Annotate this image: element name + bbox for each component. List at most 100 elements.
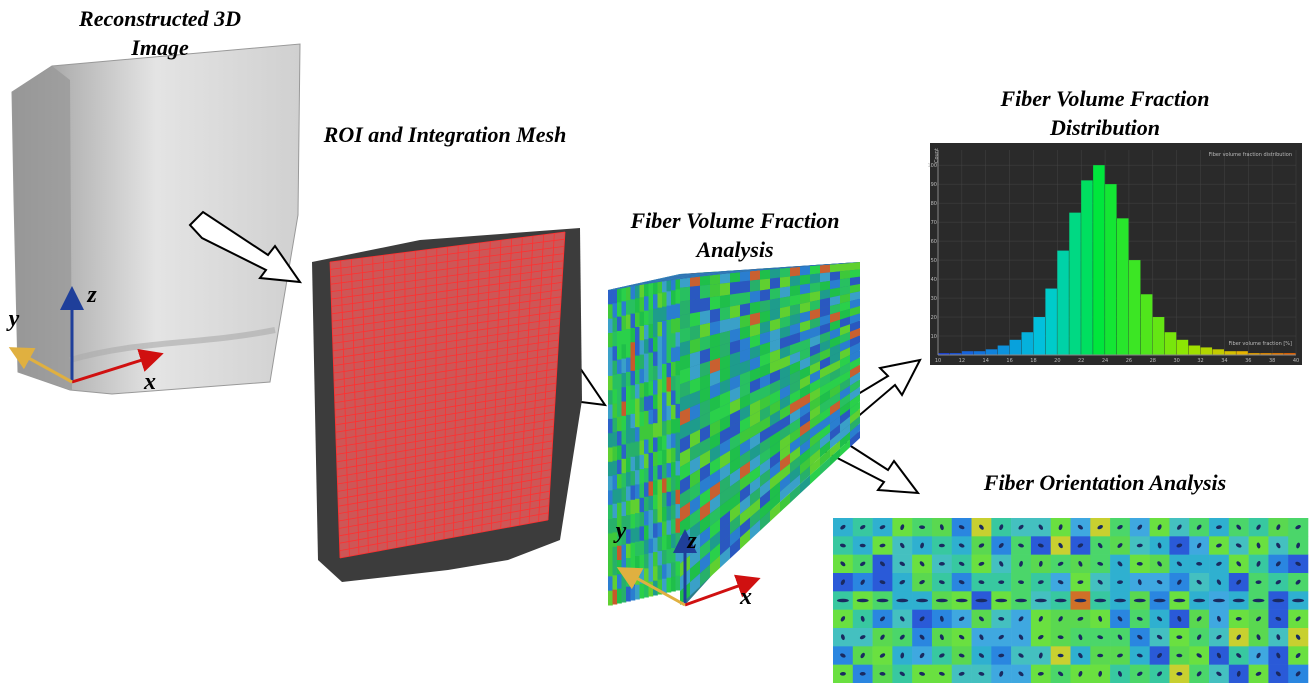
fvf-cell	[658, 451, 663, 466]
fvf-cell	[640, 584, 645, 599]
fvf-cell	[613, 375, 618, 390]
fvf-cell	[613, 432, 618, 447]
fvf-cell	[680, 287, 690, 302]
orientation-glyph	[1233, 599, 1245, 603]
fvf-cell	[676, 461, 681, 476]
fvf-cell	[622, 316, 627, 331]
fvf-cell	[631, 443, 636, 458]
x-tick-label: 38	[1269, 358, 1275, 364]
fvf-cell	[622, 387, 627, 402]
fvf-cell	[676, 433, 681, 448]
fvf-cell	[671, 505, 676, 520]
fvf-cell	[680, 300, 690, 315]
fvf-cell	[671, 434, 676, 449]
fvf-cell	[649, 453, 654, 468]
fvf-cell	[617, 388, 622, 403]
fvf-cell	[608, 333, 613, 348]
fvf-cell	[617, 460, 622, 475]
fvf-cell	[640, 526, 645, 541]
fvf-cell	[644, 425, 649, 440]
fvf-cell	[644, 368, 649, 383]
fvf-cell	[635, 442, 640, 457]
fvf-cell	[635, 327, 640, 342]
fvf-cell	[810, 273, 820, 283]
fvf-cell	[676, 361, 681, 376]
fvf-cell	[640, 541, 645, 556]
orientation-glyph	[1134, 599, 1146, 603]
orientation-glyph	[837, 599, 849, 603]
title-line: Fiber Volume Fraction	[629, 208, 839, 233]
orientation-glyph	[1154, 599, 1166, 603]
fvf-cell	[680, 314, 690, 330]
fvf-cell	[649, 410, 654, 425]
fvf-cell	[626, 372, 631, 387]
fvf-cell	[662, 521, 667, 536]
fvf-cell	[690, 286, 700, 300]
y-tick-label: 90	[931, 182, 937, 188]
fvf-cell	[649, 481, 654, 496]
fvf-cell	[662, 321, 667, 336]
fvf-cell	[676, 561, 681, 576]
orientation-glyph	[1253, 599, 1265, 603]
fvf-cell	[631, 299, 636, 314]
fvf-cell	[671, 391, 676, 406]
fvf-cell	[671, 362, 676, 377]
fvf-cell	[658, 336, 663, 351]
orientation-glyph	[876, 599, 888, 603]
fvf-cell	[622, 287, 627, 302]
fvf-cell	[649, 424, 654, 439]
fvf-cell	[626, 587, 631, 602]
fvf-cell	[658, 437, 663, 452]
fvf-cell	[740, 303, 750, 316]
fvf-cell	[626, 444, 631, 459]
fvf-cell	[676, 375, 681, 390]
fvf-cell	[671, 448, 676, 463]
bar	[1201, 347, 1213, 355]
fvf-cell	[635, 470, 640, 485]
fvf-cell	[613, 547, 618, 562]
fvf-cell	[626, 329, 631, 344]
fvf-cell	[700, 310, 710, 325]
fvf-cell	[667, 320, 672, 335]
x-tick-label: 16	[1006, 358, 1012, 364]
figure: 1020304050607080901001012141618202224262…	[0, 0, 1310, 683]
fvf-cell	[631, 385, 636, 400]
fvf-cell	[658, 351, 663, 366]
fvf-cell	[617, 417, 622, 432]
fvf-cell	[608, 433, 613, 448]
bar	[1022, 332, 1034, 355]
fvf-cell	[830, 271, 840, 280]
fvf-cell	[617, 331, 622, 346]
fvf-cell	[649, 439, 654, 454]
fvf-cell	[671, 534, 676, 549]
fvf-cell	[622, 445, 627, 460]
fvf-cell	[671, 577, 676, 592]
fvf-cell	[658, 293, 663, 308]
fvf-cell	[617, 374, 622, 389]
bar	[1105, 184, 1117, 355]
fvf-cell	[626, 486, 631, 501]
fvf-cell	[653, 294, 658, 309]
orientation-glyph	[1074, 599, 1086, 603]
x-tick-label: 40	[1293, 358, 1299, 364]
fvf-cell	[631, 342, 636, 357]
fvf-cell	[653, 337, 658, 352]
fvf-cell	[653, 480, 658, 495]
orientation-glyph	[1176, 672, 1182, 676]
fvf-cell	[676, 504, 681, 519]
fvf-cell	[635, 399, 640, 414]
fvf-cell	[710, 321, 720, 336]
orientation-map	[833, 518, 1308, 683]
fvf-cell	[608, 405, 613, 420]
bar	[1010, 340, 1022, 355]
fvf-cell	[608, 319, 613, 334]
fvf-cell	[644, 411, 649, 426]
fvf-cell	[617, 446, 622, 461]
fvf-cell	[635, 384, 640, 399]
fvf-cell	[640, 297, 645, 312]
fvf-cell	[680, 340, 690, 356]
fvf-cell	[613, 461, 618, 476]
fvf-cell	[750, 291, 760, 304]
fvf-cell	[662, 393, 667, 408]
fvf-cell	[613, 332, 618, 347]
